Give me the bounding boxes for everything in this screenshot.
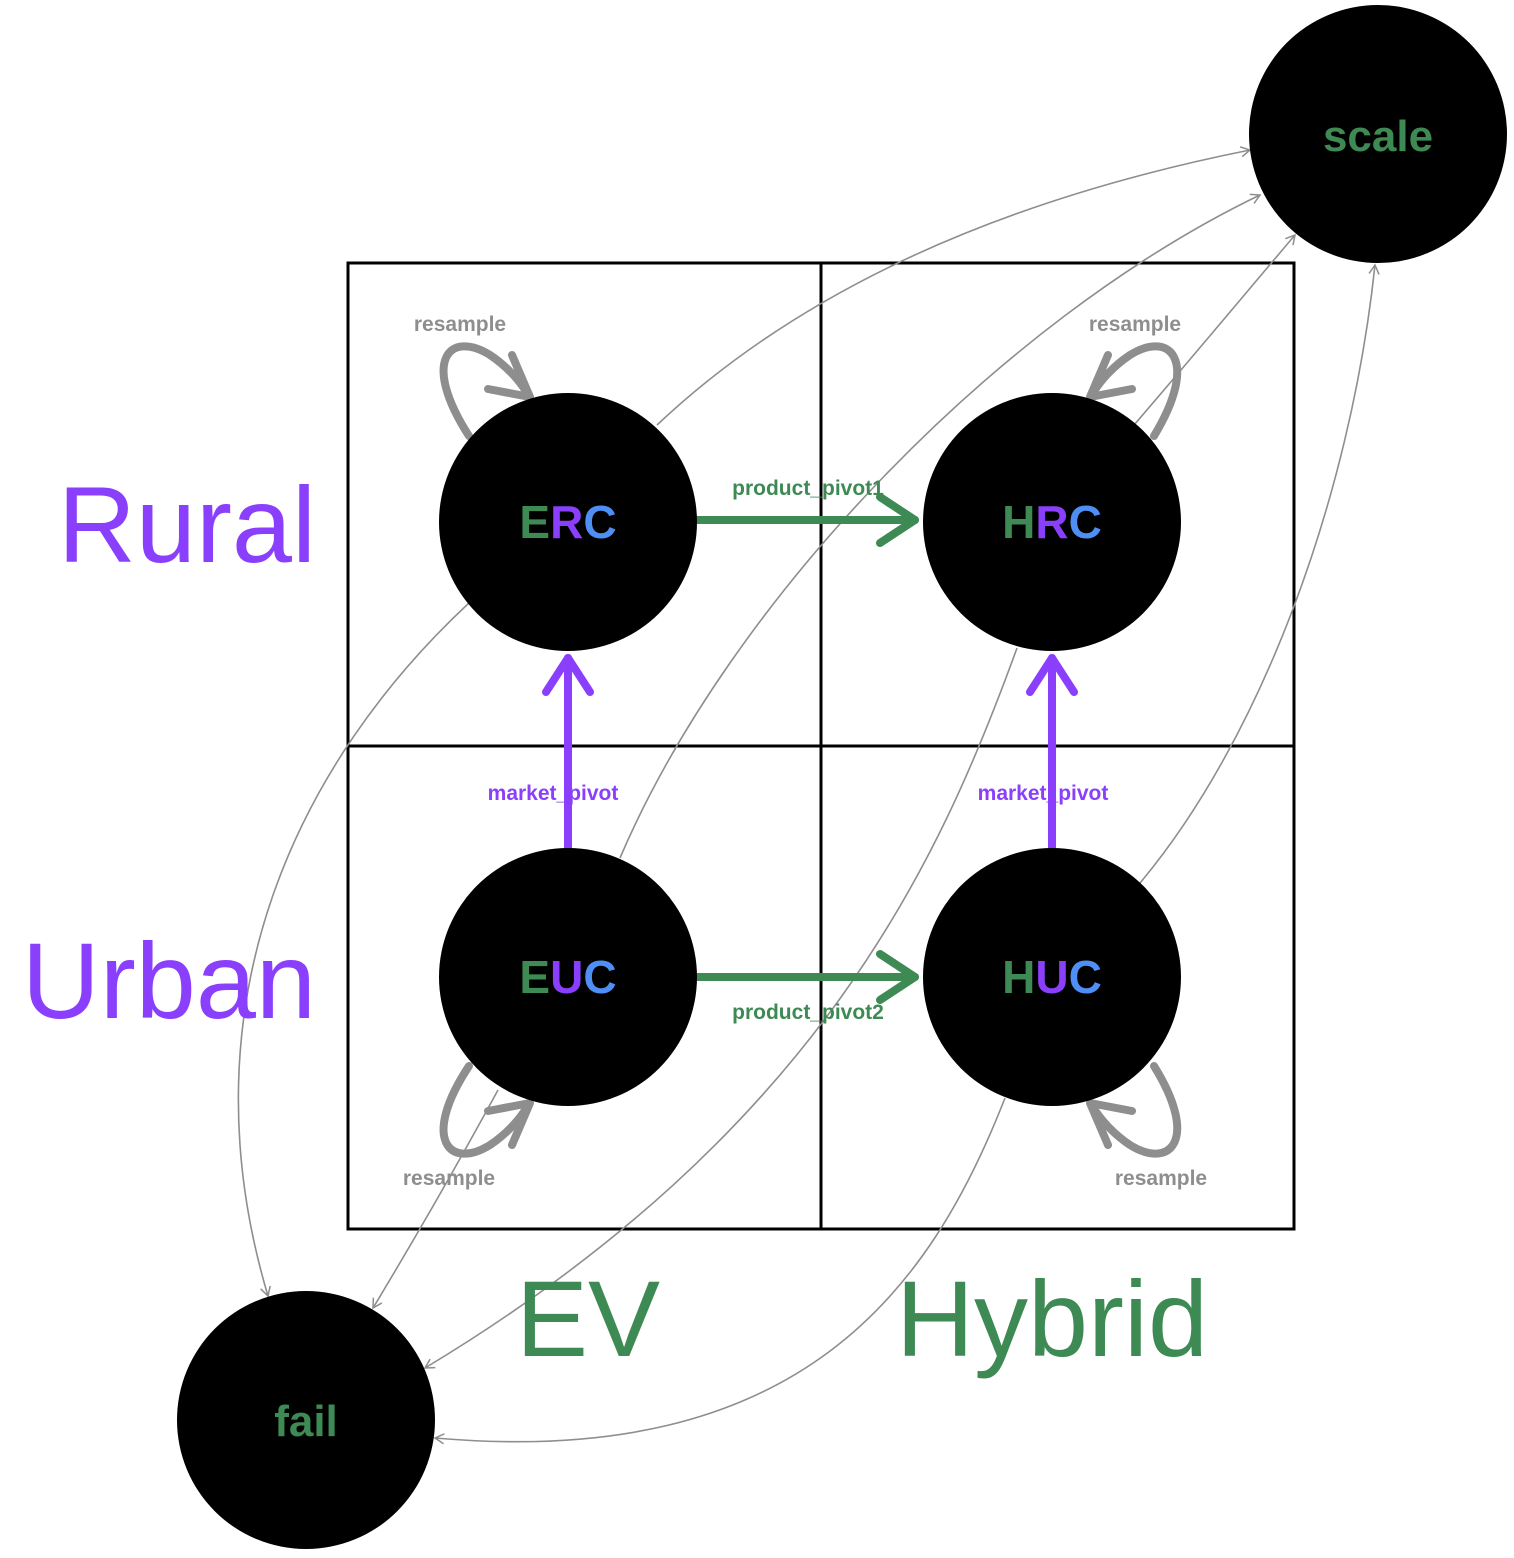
edge-euc-to-fail xyxy=(372,1089,499,1310)
svg-text:HUC: HUC xyxy=(1002,951,1102,1003)
node-hrc-label-p2: R xyxy=(1035,496,1068,548)
svg-text:HRC: HRC xyxy=(1002,496,1102,548)
edge-market-pivot-ev xyxy=(542,654,594,852)
label-market-pivot-hybrid: market_pivot xyxy=(978,782,1109,805)
label-product-pivot1: product_pivot1 xyxy=(732,477,884,500)
self-loops xyxy=(439,342,1182,1158)
edge-product-pivot2 xyxy=(693,950,919,1004)
node-scale[interactable]: scale xyxy=(1249,5,1507,263)
row-label-urban: Urban xyxy=(22,920,316,1041)
loop-erc-arrowhead xyxy=(484,351,534,401)
grid xyxy=(346,261,1296,1231)
edge-product-pivot1 xyxy=(693,493,919,547)
node-erc[interactable]: ERC xyxy=(439,393,697,651)
col-label-ev: EV xyxy=(516,1258,660,1379)
node-euc-label-p2: U xyxy=(550,951,583,1003)
node-huc-label-p3: C xyxy=(1069,951,1102,1003)
edge-euc-to-scale xyxy=(619,193,1262,859)
node-erc-label-p2: R xyxy=(550,496,583,548)
node-hrc-label-p1: H xyxy=(1002,496,1035,548)
loop-huc xyxy=(1088,1062,1182,1158)
svg-text:ERC: ERC xyxy=(519,496,616,548)
label-resample-euc: resample xyxy=(403,1167,495,1190)
loop-huc-arrowhead xyxy=(1086,1099,1136,1149)
axis-labels: Rural Urban EV Hybrid xyxy=(22,464,1208,1379)
svg-text:EUC: EUC xyxy=(519,951,616,1003)
node-huc-label-p2: U xyxy=(1035,951,1068,1003)
node-erc-label-p3: C xyxy=(583,496,616,548)
node-euc[interactable]: EUC xyxy=(439,848,697,1106)
edge-market-pivot-hybrid xyxy=(1026,654,1078,852)
label-resample-erc: resample xyxy=(414,313,506,336)
loop-euc-arrowhead xyxy=(484,1099,534,1149)
edge-hrc-to-scale xyxy=(1133,233,1296,426)
pivot-edges xyxy=(542,493,1078,1004)
node-hrc-label-p3: C xyxy=(1069,496,1102,548)
nodes: ERC HRC EUC HUC scale fail xyxy=(177,5,1507,1549)
edge-hrc-to-fail xyxy=(423,647,1018,1369)
edge-huc-to-fail xyxy=(433,1097,1006,1445)
loop-erc xyxy=(439,342,532,440)
label-resample-hrc: resample xyxy=(1089,313,1181,336)
node-euc-label-p3: C xyxy=(583,951,616,1003)
loop-euc xyxy=(439,1062,532,1158)
col-label-hybrid: Hybrid xyxy=(896,1258,1208,1379)
row-label-rural: Rural xyxy=(58,464,316,585)
node-euc-label-p1: E xyxy=(519,951,550,1003)
label-product-pivot2: product_pivot2 xyxy=(732,1001,884,1024)
label-resample-huc: resample xyxy=(1115,1167,1207,1190)
node-scale-label: scale xyxy=(1323,112,1433,161)
node-huc[interactable]: HUC xyxy=(923,848,1181,1106)
edge-huc-to-scale xyxy=(1139,263,1380,884)
node-huc-label-p1: H xyxy=(1002,951,1035,1003)
node-hrc[interactable]: HRC xyxy=(923,393,1181,651)
label-market-pivot-ev: market_pivot xyxy=(488,782,619,805)
edge-erc-to-scale xyxy=(656,146,1252,426)
loop-hrc-arrowhead xyxy=(1086,351,1136,401)
node-fail[interactable]: fail xyxy=(177,1291,435,1549)
node-fail-label: fail xyxy=(274,1397,338,1446)
edge-labels: product_pivot1 product_pivot2 market_piv… xyxy=(403,313,1207,1190)
loop-hrc xyxy=(1088,342,1182,440)
edge-erc-to-fail xyxy=(237,601,471,1298)
node-erc-label-p1: E xyxy=(519,496,550,548)
terminal-transitions xyxy=(237,146,1380,1445)
